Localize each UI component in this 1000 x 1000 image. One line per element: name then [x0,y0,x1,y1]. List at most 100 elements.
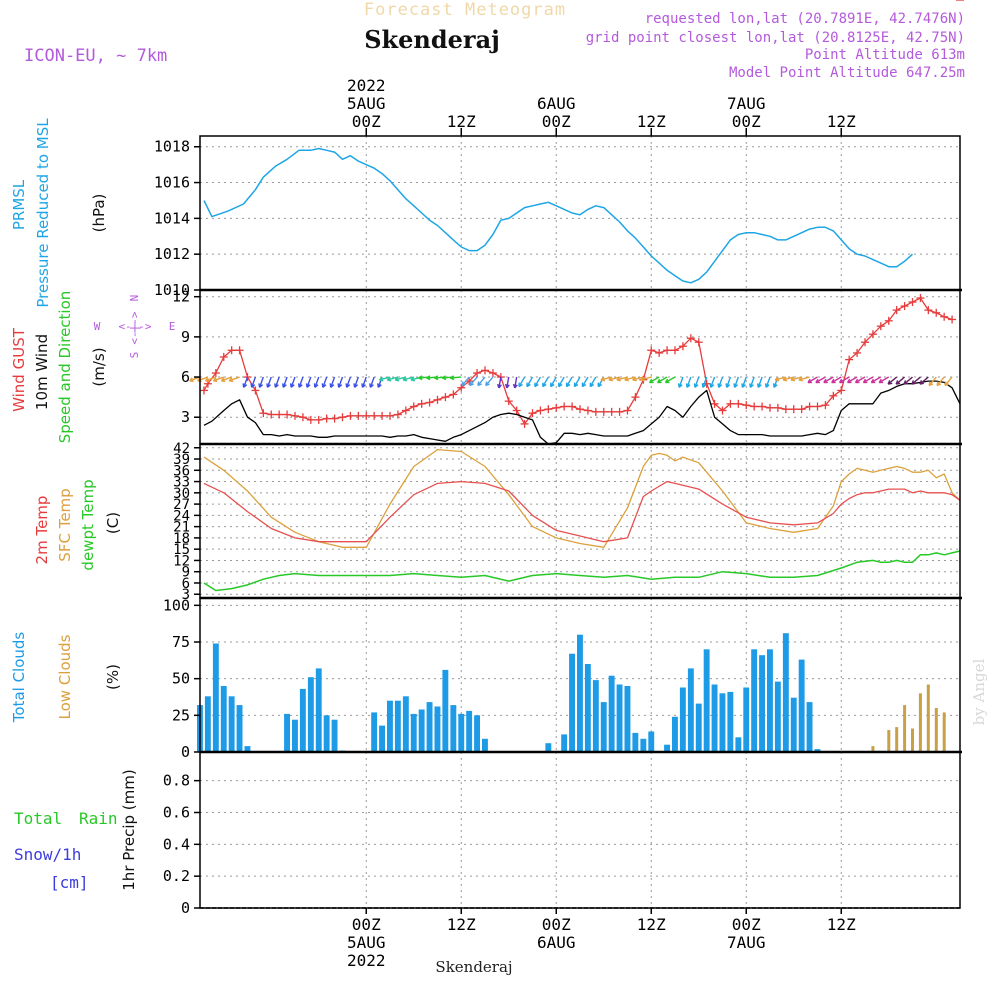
wind-direction-arrow [765,376,771,388]
wind-direction-arrowhead [402,379,408,382]
wind-direction-arrowhead [597,383,603,388]
point-altitude: Point Altitude 613m [805,47,965,63]
compass-vertical-arrows: <-|-> [128,311,141,344]
wind-direction-arrow [274,376,280,388]
total-clouds-bar [394,700,401,752]
wind-tick-label: 6 [181,368,190,386]
wind-direction-arrow [903,376,913,385]
total-clouds-bar [743,687,750,752]
wind-direction-arrowhead [205,380,210,383]
top-time-label: 12Z [637,112,666,131]
total-clouds-bar [632,732,639,752]
total-clouds-bar [545,743,552,752]
wind-direction-arrow [710,376,716,388]
wind-direction-arrow [346,376,352,388]
total-clouds-bar [735,737,742,752]
total-clouds-bar [236,705,243,752]
wind-direction-arrow [624,376,636,381]
wind-direction-arrowhead [616,379,621,382]
bottom-time-label: 6AUG [537,933,576,952]
wind-direction-arrowhead [775,379,780,382]
bottom-time-label: 00Z [732,915,761,934]
low-clouds-bar [942,712,946,752]
wind-direction-arrow [526,376,534,387]
total-clouds-bar [616,684,623,752]
precip-total-label: Total [14,809,62,828]
wind-direction-arrow [402,376,414,381]
total-clouds-label: Total Clouds [10,632,28,724]
clouds-tick-label: 25 [172,706,190,724]
total-clouds-bar [434,706,441,752]
clouds-tick-label: 50 [172,670,190,688]
wind-direction-arrowhead [589,383,595,388]
top-time-label: 12Z [827,112,856,131]
wind-direction-arrow [469,376,478,386]
wind-direction-arrowhead [213,380,218,383]
bottom-time-label: 2022 [347,951,386,970]
total-clouds-bar [228,696,235,752]
temp-tick-label: 30 [173,486,190,502]
wind-direction-arrowhead [461,383,467,387]
total-clouds-bar [204,696,211,752]
wind-direction-arrow [213,376,224,382]
pressure-unit: (hPa) [90,194,108,233]
total-clouds-bar [711,684,718,752]
wind-direction-arrowhead [773,384,778,388]
total-clouds-bar [220,686,227,752]
wind-direction-arrowhead [757,384,762,388]
wind-direction-arrowhead [346,384,351,388]
wind-direction-arrow [485,376,494,386]
temp-2m-label: 2m Temp [33,496,51,565]
wind-direction-arrowhead [566,383,571,388]
wind-direction-arrowhead [322,384,327,388]
wind-direction-arrow [640,376,652,381]
temp-tick-label: 33 [173,475,190,491]
wind-tick-label: 9 [181,328,190,346]
wind-direction-arrow [686,376,692,388]
total-clouds-bar [212,643,219,752]
total-clouds-bar [331,719,338,752]
top-time-label: 12Z [447,112,476,131]
wind-direction-arrowhead [290,384,295,388]
total-clouds-bar [640,738,647,752]
temp-tick-label: 6 [182,576,190,592]
wind-direction-arrow [565,376,573,387]
wind-gust-line [203,297,953,425]
precip-tick-label: 0.6 [163,803,190,821]
temp-tick-label: 9 [182,565,190,581]
wind-direction-arrow [550,376,557,387]
temp-sfc-label: SFC Temp [56,488,74,561]
compass-south: S [128,352,141,359]
bottom-time-label: 12Z [637,915,666,934]
wind-unit: (m/s) [90,347,108,386]
wind-direction-arrowhead [582,383,587,388]
temp-2m-line [203,480,961,543]
wind-direction-arrow [498,376,502,389]
wind-direction-arrow [749,376,755,388]
top-time-label: 00Z [732,112,761,131]
wind-direction-arrowhead [377,384,382,388]
wind-direction-arrowhead [896,382,901,385]
wind-direction-arrowhead [749,384,754,388]
wind-direction-arrow [506,376,510,389]
temp-tick-label: 24 [173,508,190,524]
wind-direction-arrow [944,376,953,386]
wind-direction-arrow [589,376,597,387]
total-clouds-bar [323,715,330,752]
wind-direction-arrow [649,376,660,384]
wind-10m-line [203,380,961,445]
wind-direction-arrowhead [229,380,234,383]
wind-direction-arrowhead [282,384,287,388]
total-clouds-bar [458,713,465,752]
total-clouds-bar [624,686,631,752]
wind-direction-arrowhead [550,383,555,388]
top-time-label: 00Z [352,112,381,131]
wind-direction-arrow [514,376,518,389]
temp-tick-label: 18 [173,531,190,547]
wind-direction-arrow [221,376,232,382]
temp-unit: (C) [104,512,122,534]
wind-direction-arrowhead [189,380,194,383]
wind-direction-arrowhead [640,379,645,382]
precip-tick-label: 0.2 [163,867,190,885]
wind-direction-arrow [314,376,320,388]
